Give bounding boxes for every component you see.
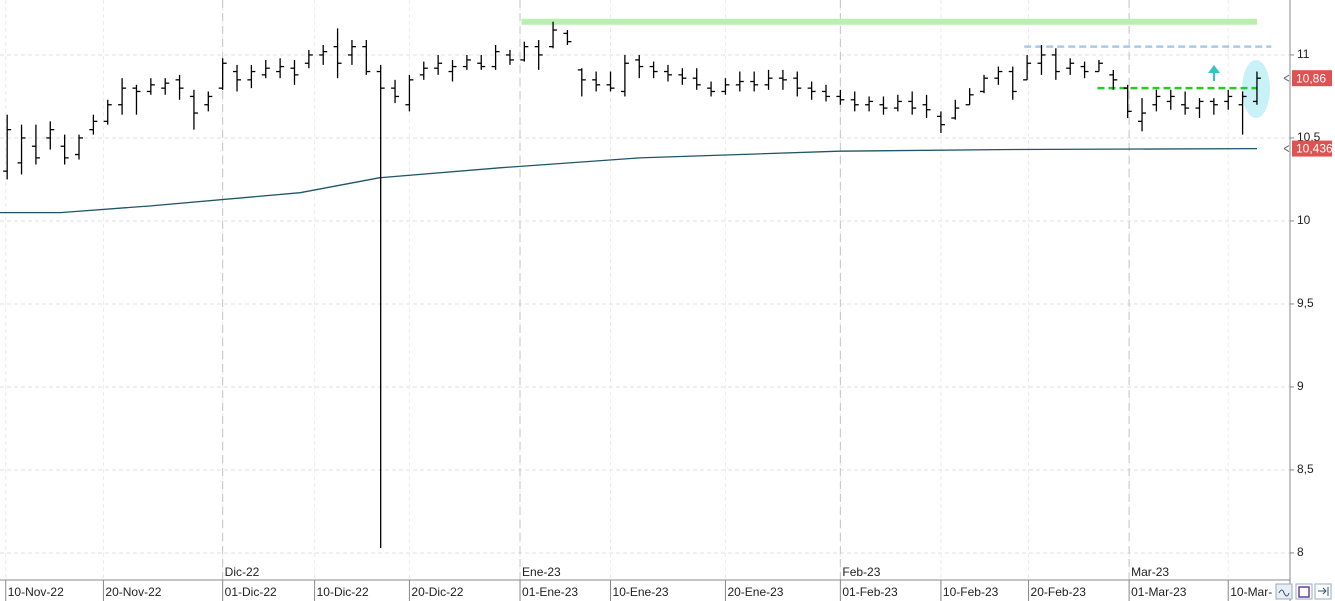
price-label-box: [1292, 70, 1332, 87]
x-tick-label: 10-Ene-23: [613, 585, 669, 599]
x-tick-label: 20-Feb-23: [1031, 585, 1087, 599]
y-tick-label: 11: [1297, 47, 1310, 61]
price-label: 10,436: [1296, 142, 1333, 156]
toolbar-button[interactable]: [1275, 583, 1293, 600]
x-tick-label: 10-Mar-: [1230, 585, 1272, 599]
toolbar: [1275, 583, 1332, 600]
plot: [0, 18, 1272, 548]
month-label: Dic-22: [225, 565, 260, 579]
x-tick-label: 20-Dic-22: [411, 585, 463, 599]
up-arrow: [1208, 65, 1220, 81]
price-label-box: [1292, 140, 1332, 157]
x-tick-label: 01-Dic-22: [225, 585, 277, 599]
x-tick-label: 20-Ene-23: [727, 585, 783, 599]
price-label: 10,86: [1296, 71, 1326, 85]
month-label: Feb-23: [842, 565, 880, 579]
y-tick-label: 8: [1297, 545, 1304, 559]
x-tick-label: 01-Ene-23: [522, 585, 578, 599]
y-tick-label: 10: [1297, 213, 1311, 227]
moving-average: [0, 147, 1258, 214]
x-tick-label: 10-Feb-23: [943, 585, 999, 599]
price-pointer: [1283, 145, 1290, 152]
icon: [1298, 586, 1310, 598]
grid: [0, 0, 1290, 580]
icon: [1318, 587, 1329, 596]
y-tick-label: 9,5: [1297, 296, 1314, 310]
x-tick-label: 10-Nov-22: [8, 585, 64, 599]
y-tick-label: 8,5: [1297, 462, 1314, 476]
x-tick-label: 01-Feb-23: [842, 585, 898, 599]
x-tick-label: 20-Nov-22: [105, 585, 161, 599]
icon: [1278, 589, 1290, 597]
x-tick-label: 10-Dic-22: [317, 585, 369, 599]
month-label: Mar-23: [1131, 565, 1169, 579]
price-pointer: [1283, 74, 1290, 82]
month-label: Ene-23: [522, 565, 561, 579]
y-tick-label: 9: [1297, 379, 1304, 393]
x-tick-label: 01-Mar-23: [1131, 585, 1187, 599]
